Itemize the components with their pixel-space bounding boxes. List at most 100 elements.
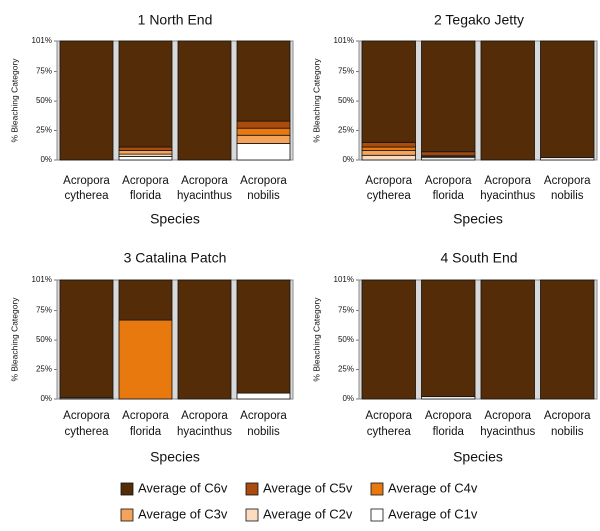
x-tick-label: Acropora xyxy=(365,175,412,187)
legend-item: Average of C2v xyxy=(245,506,353,522)
y-tick-label: 50% xyxy=(338,335,354,344)
x-axis-title: Species xyxy=(150,211,200,227)
bar-stack xyxy=(480,40,535,161)
x-axis-title: Species xyxy=(453,449,503,465)
x-tick-label: florida xyxy=(433,190,465,202)
bar-segment xyxy=(118,40,173,148)
y-axis-title: % Bleaching Category xyxy=(9,297,19,382)
x-tick-label: Acropora xyxy=(240,175,287,187)
bar-segment xyxy=(118,150,173,155)
x-tick-label: hyacinthus xyxy=(480,190,535,202)
y-tick-label: 25% xyxy=(36,365,52,374)
x-tick-label: Acropora xyxy=(425,175,472,187)
bar-stack xyxy=(118,40,173,161)
bar-stack xyxy=(118,279,173,400)
bar-stack xyxy=(59,40,114,161)
x-tick-label: Acropora xyxy=(181,175,228,187)
x-tick-label: Acropora xyxy=(484,410,531,422)
chart-panel-4: 4 South End 0% 25% 50% 75% 101% % Bleaching Ca… xyxy=(311,250,598,465)
bar-segment xyxy=(177,279,232,400)
y-tick-label: 101% xyxy=(334,275,354,284)
x-tick-label: Acropora xyxy=(240,410,287,422)
bar-segment xyxy=(236,143,291,161)
x-tick-label: florida xyxy=(130,426,162,438)
legend-swatch xyxy=(245,482,259,496)
legend-item: Average of C6v xyxy=(120,480,228,496)
y-tick-label: 25% xyxy=(338,126,354,135)
bar-segment xyxy=(236,392,291,400)
bar-segment xyxy=(361,146,416,151)
bar-stack xyxy=(236,279,291,400)
y-tick-label: 0% xyxy=(40,155,52,164)
x-tick-label: hyacinthus xyxy=(177,190,232,202)
bar-segment xyxy=(59,40,114,161)
bar-stack xyxy=(421,279,476,400)
y-tick-label: 50% xyxy=(36,335,52,344)
legend-label: Average of C4v xyxy=(388,480,478,495)
x-tick-label: Acropora xyxy=(122,410,169,422)
legend-label: Average of C6v xyxy=(138,480,228,495)
bar-segment xyxy=(236,40,291,122)
bar-stack xyxy=(59,279,114,400)
x-tick-label: cytherea xyxy=(64,426,109,438)
legend-label: Average of C3v xyxy=(138,506,228,521)
bar-stack xyxy=(361,279,416,400)
x-tick-label: Acropora xyxy=(63,410,110,422)
x-tick-label: hyacinthus xyxy=(480,426,535,438)
x-tick-label: hyacinthus xyxy=(177,426,232,438)
legend-item: Average of C3v xyxy=(120,506,228,522)
x-tick-label: cytherea xyxy=(367,426,412,438)
legend: Average of C6v Average of C5v Average of C… xyxy=(120,480,478,522)
bar-stack xyxy=(421,40,476,161)
bar-segment xyxy=(421,279,476,398)
y-tick-label: 75% xyxy=(36,67,52,76)
legend-swatch xyxy=(245,508,259,522)
x-tick-label: nobilis xyxy=(551,426,584,438)
bar-segment xyxy=(118,156,173,161)
bar-stack xyxy=(540,40,595,161)
legend-swatch xyxy=(370,482,384,496)
bar-segment xyxy=(177,40,232,161)
bar-stack xyxy=(540,279,595,400)
bar-stack xyxy=(361,40,416,161)
bar-segment xyxy=(236,134,291,144)
bar-segment xyxy=(236,127,291,136)
chart-panel-2: 2 Tegako Jetty 0% 25% 50% 75% 101% % Bleaching… xyxy=(311,12,598,227)
x-tick-label: florida xyxy=(130,190,162,202)
y-axis-title: % Bleaching Category xyxy=(311,58,321,143)
legend-label: Average of C1v xyxy=(388,506,478,521)
x-tick-label: Acropora xyxy=(484,175,531,187)
y-tick-label: 25% xyxy=(338,365,354,374)
legend-item: Average of C5v xyxy=(245,480,353,496)
bar-segment xyxy=(361,154,416,161)
bar-segment xyxy=(236,279,291,394)
x-tick-label: Acropora xyxy=(181,410,228,422)
y-tick-label: 0% xyxy=(40,394,52,403)
legend-swatch xyxy=(120,508,134,522)
bar-segment xyxy=(540,279,595,400)
x-tick-label: Acropora xyxy=(63,175,110,187)
x-tick-label: Acropora xyxy=(425,410,472,422)
x-axis-title: Species xyxy=(150,449,200,465)
x-tick-label: cytherea xyxy=(367,190,412,202)
x-tick-label: nobilis xyxy=(247,426,280,438)
y-tick-label: 75% xyxy=(338,67,354,76)
y-tick-label: 75% xyxy=(338,306,354,315)
bar-stack xyxy=(177,279,232,400)
bar-segment xyxy=(236,120,291,129)
bar-segment xyxy=(361,279,416,400)
y-tick-label: 50% xyxy=(338,96,354,105)
bar-segment xyxy=(118,279,173,321)
y-tick-label: 101% xyxy=(32,275,52,284)
bar-segment xyxy=(361,150,416,156)
chart-title: 4 South End xyxy=(440,250,517,266)
y-tick-label: 75% xyxy=(36,306,52,315)
x-tick-label: florida xyxy=(433,426,465,438)
bar-segment xyxy=(480,40,535,161)
legend-label: Average of C5v xyxy=(263,480,353,495)
chart-title: 2 Tegako Jetty xyxy=(434,12,524,28)
bar-stack xyxy=(236,40,291,161)
bar-segment xyxy=(118,319,173,400)
legend-swatch xyxy=(120,482,134,496)
